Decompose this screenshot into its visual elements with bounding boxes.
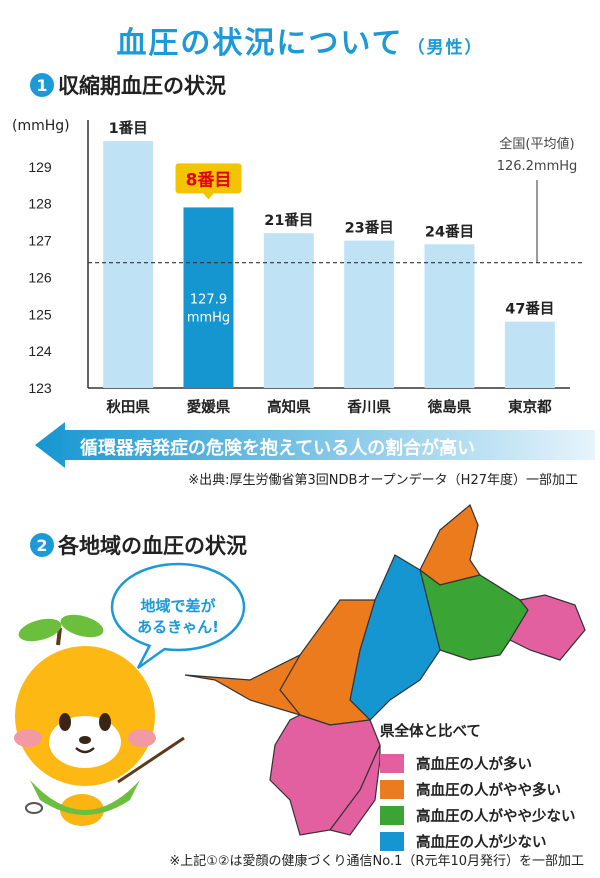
rank-label: 8番目: [186, 170, 232, 190]
footer-note: ※上記①②は愛顔の健康づくり通信No.1（R元年10月発行）を一部加工: [169, 854, 584, 869]
y-tick-label: 124: [28, 343, 52, 359]
bar: [504, 321, 555, 388]
source-note: ※出典:厚生労働省第3回NDBオープンデータ（H27年度）一部加工: [188, 473, 578, 488]
y-tick-label: 127: [28, 233, 52, 249]
section1-heading: 1 収縮期血圧の状況: [30, 70, 226, 100]
reference-value: 126.2mmHg: [497, 159, 578, 174]
map-legend: 県全体と比べて 高血圧の人が多い 高血圧の人がやや多い 高血圧の人がやや少ない …: [380, 720, 576, 854]
rank-label: 24番目: [425, 222, 474, 240]
y-tick-label: 126: [28, 269, 52, 285]
bar: [344, 240, 395, 388]
x-tick-label: 秋田県: [106, 398, 150, 416]
x-tick-label: 東京都: [508, 398, 552, 416]
reference-label: 全国(平均値): [499, 136, 574, 152]
rank-badge-pointer: [202, 192, 215, 200]
legend-swatch: [380, 831, 404, 851]
legend-item: 高血圧の人がやや少ない: [380, 802, 576, 828]
mascot-illustration: [14, 614, 185, 826]
legend-item: 高血圧の人がやや多い: [380, 776, 576, 802]
rank-label: 21番目: [264, 211, 313, 229]
y-axis-unit: (mmHg): [12, 118, 70, 134]
legend-swatch: [380, 753, 404, 773]
legend-title: 県全体と比べて: [380, 724, 481, 740]
section-number-badge: 2: [30, 533, 54, 557]
legend-swatch: [380, 779, 404, 799]
rank-label: 23番目: [345, 219, 394, 237]
y-tick-label: 123: [28, 380, 52, 396]
y-tick-label: 125: [28, 306, 52, 322]
risk-arrow: [35, 422, 595, 468]
rank-label: 1番目: [109, 119, 148, 137]
data-label: 127.9: [190, 292, 227, 307]
legend-item: 高血圧の人が少ない: [380, 828, 576, 854]
y-tick-label: 129: [28, 159, 52, 175]
rank-label: 47番目: [505, 300, 554, 318]
bar: [103, 141, 154, 388]
ehime-map: [184, 504, 586, 836]
y-tick-label: 128: [28, 196, 52, 212]
x-tick-label: 香川県: [347, 398, 391, 416]
x-tick-label: 愛媛県: [187, 398, 231, 416]
legend-swatch: [380, 805, 404, 825]
x-tick-label: 徳島県: [427, 398, 472, 416]
speech-bubble: [110, 562, 246, 670]
section-number-badge: 1: [30, 73, 54, 97]
x-tick-label: 高知県: [267, 398, 311, 416]
bar: [424, 244, 475, 388]
rank-badge: [175, 163, 242, 194]
risk-arrow-text: 循環器病発症の危険を抱えている人の割合が高い: [80, 438, 476, 459]
speech-bubble-text: 地域で差が あるきゃん!: [137, 597, 219, 636]
bar: [183, 207, 234, 388]
data-label: mmHg: [187, 310, 230, 325]
section2-heading: 2 各地域の血圧の状況: [30, 530, 247, 560]
bar: [263, 233, 314, 388]
legend-item: 高血圧の人が多い: [380, 750, 576, 776]
page-title: 血圧の状況について （男性）: [116, 26, 484, 61]
